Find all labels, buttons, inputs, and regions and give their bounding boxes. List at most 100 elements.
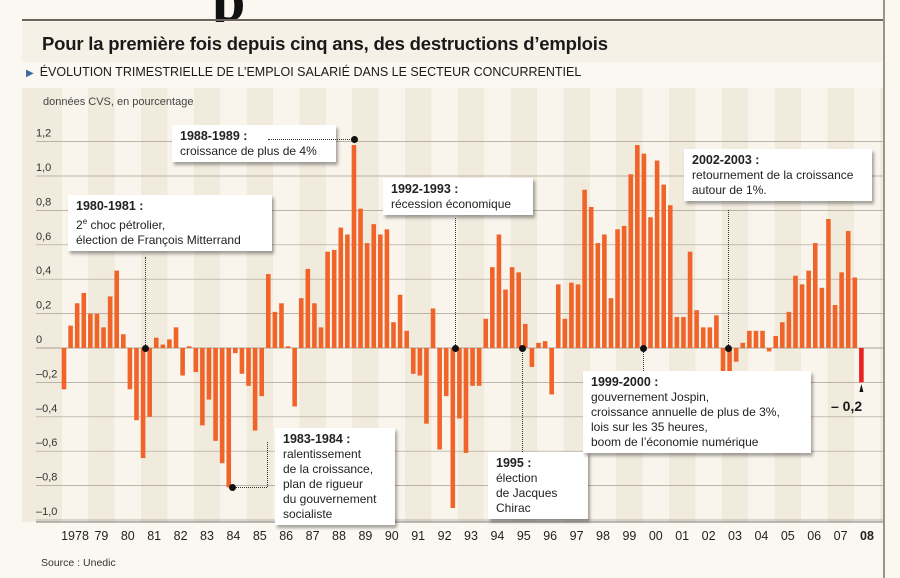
bar xyxy=(806,270,811,348)
bar xyxy=(318,327,324,348)
bar xyxy=(298,298,304,348)
leader-line xyxy=(233,487,267,488)
x-tick-label: 89 xyxy=(358,529,372,543)
annotation-title: 1983-1984 : xyxy=(283,432,351,446)
bar xyxy=(68,325,73,348)
bar xyxy=(173,327,179,348)
bar xyxy=(470,348,475,386)
annotation-line: autour de 1%. xyxy=(692,183,767,197)
x-tick-label: 84 xyxy=(226,529,240,543)
bar xyxy=(397,294,403,348)
annotation-line: de Jacques Chirac xyxy=(496,486,558,515)
bar xyxy=(812,243,818,348)
bar xyxy=(180,348,185,376)
marker-dot xyxy=(351,136,358,143)
x-tick-label: 93 xyxy=(464,529,478,543)
bar xyxy=(391,322,396,348)
chart-title: Pour la première fois depuis cinq ans, d… xyxy=(42,33,608,54)
y-tick-label: 1,2 xyxy=(36,128,51,140)
bar xyxy=(147,348,152,417)
annotation-line: élection xyxy=(496,471,538,485)
annotation-title: 2002-2003 : xyxy=(692,153,760,167)
y-tick-label: –0,2 xyxy=(36,368,57,380)
bar xyxy=(94,313,100,348)
bar xyxy=(523,323,528,348)
bar xyxy=(114,270,120,348)
bar xyxy=(410,348,416,374)
bar xyxy=(265,274,271,348)
x-tick-label: 00 xyxy=(649,529,663,543)
bar xyxy=(74,303,80,348)
bar xyxy=(621,225,627,348)
leader-line xyxy=(455,218,456,347)
bar xyxy=(101,327,106,348)
bar xyxy=(667,205,673,348)
bar xyxy=(200,348,205,426)
bar xyxy=(140,348,146,459)
annotation-title: 1995 : xyxy=(496,456,532,470)
pointer-triangle-icon xyxy=(859,384,864,392)
bar xyxy=(819,287,825,348)
bar xyxy=(312,303,317,348)
annotation-line: du gouvernement socialiste xyxy=(283,492,377,521)
leader-line xyxy=(522,350,523,452)
bar xyxy=(845,231,851,348)
y-tick-label: 0,2 xyxy=(36,300,51,312)
bar xyxy=(61,348,67,390)
bar xyxy=(595,243,601,348)
y-tick-label: 0,6 xyxy=(36,231,51,243)
bar xyxy=(727,348,732,373)
annotation-line: élection de François Mitterrand xyxy=(76,233,241,247)
marker-dot xyxy=(725,345,732,352)
bar xyxy=(700,327,706,348)
bar xyxy=(615,229,620,348)
marker-dot xyxy=(229,484,236,491)
bar xyxy=(239,348,245,374)
bar xyxy=(246,348,251,386)
bar xyxy=(233,348,238,354)
bar xyxy=(687,251,693,348)
bar xyxy=(740,342,746,348)
y-tick-label: –0,4 xyxy=(36,403,57,415)
bar xyxy=(694,310,699,348)
x-tick-label: 80 xyxy=(121,529,135,543)
marker-dot xyxy=(519,345,526,352)
annotation-line: de la croissance, xyxy=(283,462,374,476)
bar xyxy=(707,327,713,348)
unit-note: données CVS, en pourcentage xyxy=(43,96,194,108)
x-tick-label: 1978 xyxy=(61,529,89,543)
x-tick-label: 86 xyxy=(279,529,293,543)
bar xyxy=(483,318,489,348)
x-tick-label: 94 xyxy=(490,529,504,543)
bar xyxy=(186,346,192,348)
chart-subtitle: ▶ ÉVOLUTION TRIMESTRIELLE DE L’EMPLOI SAL… xyxy=(26,65,581,79)
bar xyxy=(226,348,232,488)
y-tick-label: –0,8 xyxy=(36,472,57,484)
x-tick-label: 02 xyxy=(702,529,716,543)
bar xyxy=(364,243,370,348)
annotation-line: gouvernement Jospin, xyxy=(591,390,710,404)
bar xyxy=(733,348,739,362)
bar xyxy=(457,348,462,419)
bar xyxy=(516,272,522,348)
subtitle-text: ÉVOLUTION TRIMESTRIELLE DE L’EMPLOI SALA… xyxy=(39,65,582,79)
bar xyxy=(714,315,719,348)
bar xyxy=(430,308,436,348)
leader-line xyxy=(267,442,268,487)
bar xyxy=(786,311,792,348)
source-note: Source : Unedic xyxy=(41,557,116,569)
bar xyxy=(153,337,159,348)
leader-line xyxy=(728,210,729,347)
bar xyxy=(753,330,759,348)
bar xyxy=(490,267,495,348)
annotation-1988-1989: 1988-1989 : croissance de plus de 4% xyxy=(172,125,336,162)
y-tick-label: –0,6 xyxy=(36,437,57,449)
annotation-line: ralentissement xyxy=(283,447,362,461)
bar xyxy=(252,348,258,431)
leader-line xyxy=(145,257,146,347)
bar xyxy=(852,277,858,348)
x-tick-label: 95 xyxy=(517,529,531,543)
annotation-line: boom de l’économie numérique xyxy=(591,435,759,449)
annotation-line: récession économique xyxy=(391,197,512,211)
bar xyxy=(555,284,561,348)
